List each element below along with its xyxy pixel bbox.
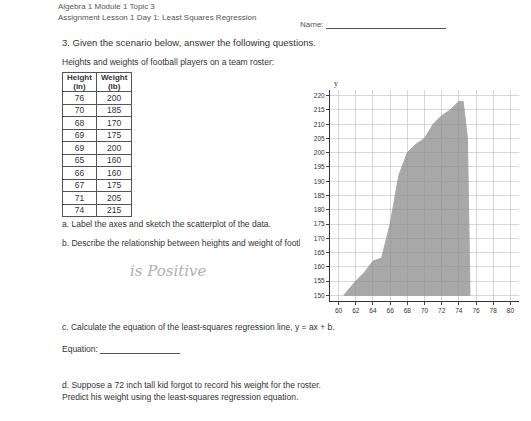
svg-text:78: 78 bbox=[490, 307, 498, 314]
svg-text:74: 74 bbox=[455, 307, 463, 314]
svg-text:150: 150 bbox=[314, 292, 325, 299]
svg-text:68: 68 bbox=[404, 307, 412, 314]
svg-text:165: 165 bbox=[314, 249, 325, 256]
svg-text:155: 155 bbox=[314, 277, 325, 284]
svg-text:62: 62 bbox=[352, 307, 360, 314]
svg-text:72: 72 bbox=[438, 307, 446, 314]
svg-text:185: 185 bbox=[314, 192, 325, 199]
svg-text:210: 210 bbox=[314, 120, 325, 127]
svg-text:195: 195 bbox=[314, 163, 325, 170]
svg-text:160: 160 bbox=[314, 263, 325, 270]
svg-text:205: 205 bbox=[314, 135, 325, 142]
svg-text:64: 64 bbox=[369, 307, 377, 314]
svg-text:220: 220 bbox=[314, 92, 325, 99]
svg-text:80: 80 bbox=[507, 307, 515, 314]
svg-text:70: 70 bbox=[421, 307, 429, 314]
svg-text:200: 200 bbox=[314, 149, 325, 156]
svg-text:175: 175 bbox=[314, 220, 325, 227]
svg-text:180: 180 bbox=[314, 206, 325, 213]
svg-text:76: 76 bbox=[472, 307, 480, 314]
svg-text:y: y bbox=[334, 79, 338, 88]
svg-text:60: 60 bbox=[335, 307, 343, 314]
svg-text:190: 190 bbox=[314, 178, 325, 185]
svg-text:215: 215 bbox=[314, 106, 325, 113]
svg-text:66: 66 bbox=[387, 307, 395, 314]
svg-text:170: 170 bbox=[314, 235, 325, 242]
